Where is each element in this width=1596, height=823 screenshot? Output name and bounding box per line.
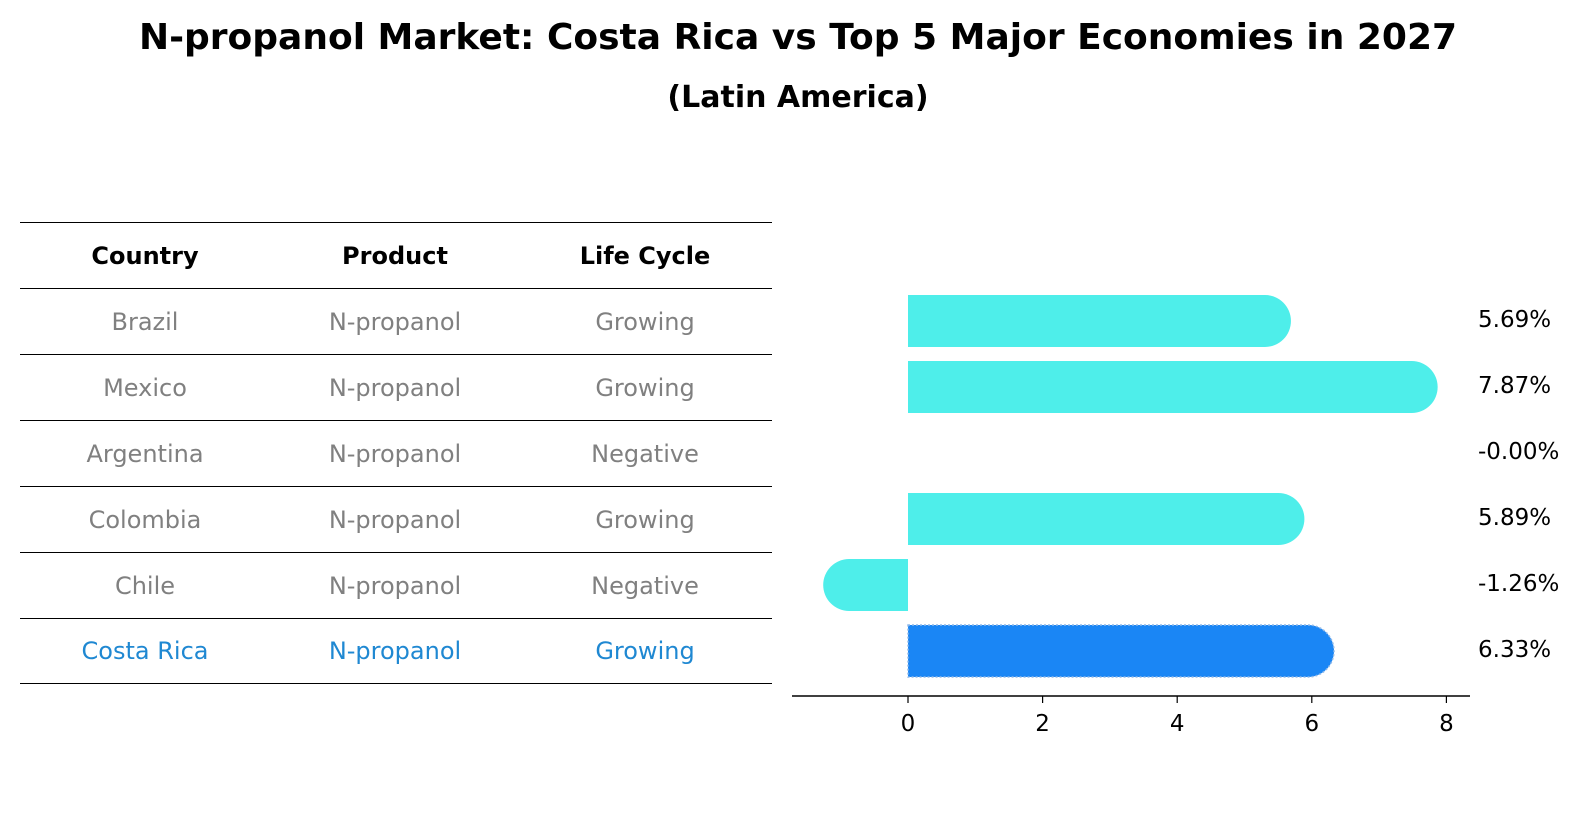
cell-country: Argentina bbox=[86, 439, 204, 468]
table-row-highlighted: Costa Rica N-propanol Growing bbox=[20, 618, 772, 684]
cell-product: N-propanol bbox=[328, 373, 462, 402]
table-row: Mexico N-propanol Growing bbox=[20, 354, 772, 420]
cell-life-cycle: Growing bbox=[595, 637, 695, 665]
cell-life-cycle: Growing bbox=[595, 373, 695, 402]
x-tick-label-6: 6 bbox=[1304, 711, 1319, 737]
table-row: Brazil N-propanol Growing bbox=[20, 288, 772, 354]
cell-life-cycle: Growing bbox=[595, 505, 695, 534]
chart-title: N-propanol Market: Costa Rica vs Top 5 M… bbox=[138, 17, 1458, 58]
cell-product: N-propanol bbox=[328, 307, 462, 336]
bar-chile bbox=[823, 559, 908, 611]
table-row: Chile N-propanol Negative bbox=[20, 552, 772, 618]
value-label-brazil: 5.69% bbox=[1478, 307, 1551, 333]
cell-product: N-propanol bbox=[328, 439, 462, 468]
column-header-life-cycle: Life Cycle bbox=[579, 241, 711, 270]
cell-country: Chile bbox=[114, 571, 176, 600]
chart-subtitle: (Latin America) bbox=[667, 80, 929, 115]
bar-brazil bbox=[908, 295, 1291, 347]
value-label-colombia: 5.89% bbox=[1478, 505, 1551, 531]
bar-colombia bbox=[908, 493, 1305, 545]
cell-life-cycle: Growing bbox=[595, 307, 695, 336]
column-header-product: Product bbox=[342, 241, 448, 270]
bar-mexico bbox=[908, 361, 1438, 413]
cell-product: N-propanol bbox=[328, 637, 462, 665]
x-tick-label-0: 0 bbox=[901, 711, 916, 737]
cell-product: N-propanol bbox=[328, 505, 462, 534]
column-header-country: Country bbox=[91, 241, 199, 270]
value-label-costa-rica: 6.33% bbox=[1478, 637, 1551, 663]
bar-costa-rica bbox=[907, 624, 1335, 678]
cell-country: Colombia bbox=[88, 505, 202, 534]
cell-life-cycle: Negative bbox=[591, 439, 699, 468]
cell-country: Brazil bbox=[111, 307, 179, 336]
table-row: Argentina N-propanol Negative bbox=[20, 420, 772, 486]
x-tick-label-8: 8 bbox=[1439, 711, 1454, 737]
value-label-mexico: 7.87% bbox=[1478, 373, 1551, 399]
table-row: Colombia N-propanol Growing bbox=[20, 486, 772, 552]
value-label-chile: -1.26% bbox=[1478, 571, 1559, 597]
cell-product: N-propanol bbox=[328, 571, 462, 600]
cell-country: Mexico bbox=[103, 373, 187, 402]
table-header-row: Country Product Life Cycle bbox=[20, 222, 772, 288]
data-table: Country Product Life Cycle Brazil N-prop… bbox=[20, 222, 772, 684]
x-tick-label-2: 2 bbox=[1035, 711, 1050, 737]
cell-life-cycle: Negative bbox=[591, 571, 699, 600]
value-label-argentina: -0.00% bbox=[1478, 439, 1559, 465]
cell-country: Costa Rica bbox=[81, 637, 209, 665]
x-tick-label-4: 4 bbox=[1170, 711, 1185, 737]
